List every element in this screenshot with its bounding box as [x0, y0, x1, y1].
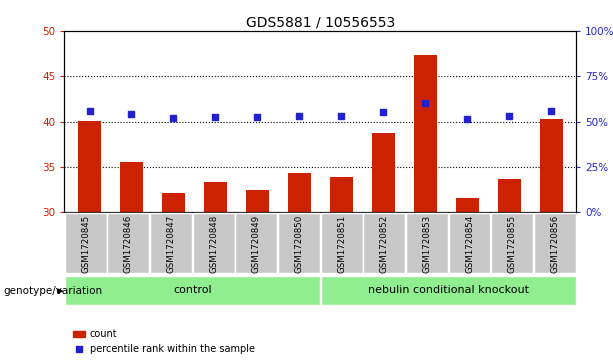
- Bar: [120, 162, 143, 212]
- Bar: [65, 213, 107, 273]
- Point: [294, 113, 304, 119]
- Point: [169, 115, 178, 121]
- Text: GSM1720846: GSM1720846: [124, 215, 133, 273]
- Bar: [539, 119, 563, 212]
- Bar: [278, 213, 320, 273]
- Text: control: control: [173, 285, 211, 295]
- Text: GSM1720848: GSM1720848: [209, 215, 218, 273]
- Text: GSM1720855: GSM1720855: [508, 215, 517, 273]
- Text: GSM1720856: GSM1720856: [550, 215, 560, 273]
- Bar: [364, 213, 405, 273]
- Text: genotype/variation: genotype/variation: [3, 286, 102, 296]
- Bar: [246, 189, 269, 212]
- Bar: [235, 213, 277, 273]
- Point: [253, 114, 262, 120]
- Text: nebulin conditional knockout: nebulin conditional knockout: [368, 285, 529, 295]
- Text: GSM1720851: GSM1720851: [337, 215, 346, 273]
- Point: [337, 113, 346, 119]
- Bar: [204, 183, 227, 212]
- Bar: [449, 213, 490, 273]
- Bar: [65, 276, 320, 305]
- Text: GSM1720845: GSM1720845: [81, 215, 90, 273]
- Bar: [455, 198, 479, 212]
- Bar: [414, 55, 436, 212]
- Point: [127, 111, 137, 117]
- Bar: [492, 213, 533, 273]
- Bar: [321, 276, 576, 305]
- Bar: [498, 179, 520, 212]
- Point: [546, 108, 556, 114]
- Bar: [371, 133, 395, 212]
- Text: GSM1720853: GSM1720853: [422, 215, 432, 273]
- Bar: [406, 213, 448, 273]
- Text: GSM1720850: GSM1720850: [294, 215, 303, 273]
- Point: [378, 109, 388, 114]
- Point: [210, 114, 220, 120]
- Title: GDS5881 / 10556553: GDS5881 / 10556553: [246, 16, 395, 30]
- Bar: [107, 213, 149, 273]
- Bar: [287, 174, 311, 212]
- Text: GSM1720849: GSM1720849: [252, 215, 261, 273]
- Legend: count, percentile rank within the sample: count, percentile rank within the sample: [69, 326, 259, 358]
- Bar: [150, 213, 192, 273]
- Bar: [321, 213, 362, 273]
- Text: GSM1720847: GSM1720847: [167, 215, 175, 273]
- Bar: [330, 177, 353, 212]
- Point: [421, 99, 430, 105]
- Point: [504, 113, 514, 119]
- Bar: [78, 121, 101, 212]
- Point: [85, 108, 94, 114]
- Text: GSM1720854: GSM1720854: [465, 215, 474, 273]
- Point: [462, 116, 472, 122]
- Bar: [192, 213, 235, 273]
- Bar: [162, 193, 185, 212]
- Bar: [534, 213, 576, 273]
- Text: GSM1720852: GSM1720852: [380, 215, 389, 273]
